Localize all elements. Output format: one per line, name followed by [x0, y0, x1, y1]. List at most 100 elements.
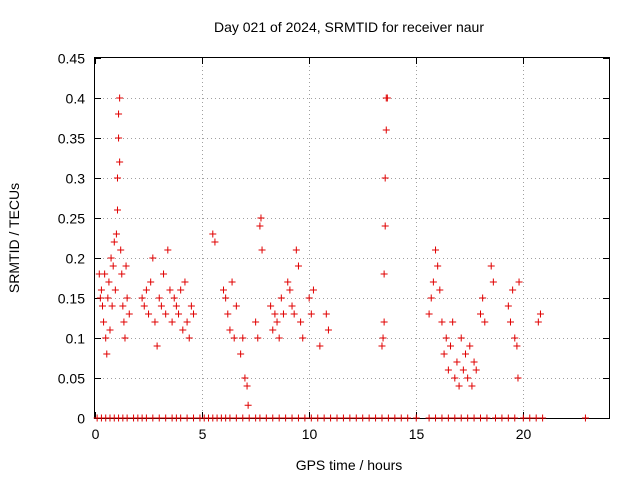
- data-point: [453, 358, 461, 366]
- data-point: [383, 94, 391, 102]
- data-point: [294, 262, 302, 270]
- data-point: [166, 286, 174, 294]
- data-point: [282, 414, 290, 422]
- data-point: [120, 318, 128, 326]
- data-point: [224, 310, 232, 318]
- data-point: [209, 230, 217, 238]
- data-point: [179, 326, 187, 334]
- data-point: [316, 342, 324, 350]
- data-point: [309, 286, 317, 294]
- data-point: [257, 214, 265, 222]
- data-point: [140, 302, 148, 310]
- data-point: [534, 318, 542, 326]
- y-tick-label: 0.25: [58, 211, 85, 227]
- data-point: [183, 318, 191, 326]
- data-point: [187, 302, 195, 310]
- x-tick-label: 5: [199, 426, 207, 442]
- data-point: [513, 342, 521, 350]
- data-point: [506, 318, 514, 326]
- data-point: [110, 238, 118, 246]
- data-point: [230, 334, 238, 342]
- data-point: [245, 414, 253, 422]
- data-point: [391, 414, 399, 422]
- data-point: [273, 318, 281, 326]
- data-point: [466, 342, 474, 350]
- data-point: [288, 414, 296, 422]
- data-point: [438, 318, 446, 326]
- data-point: [149, 414, 157, 422]
- data-point: [299, 334, 307, 342]
- data-point: [440, 350, 448, 358]
- data-point: [457, 334, 465, 342]
- data-point: [271, 310, 279, 318]
- data-point: [172, 302, 180, 310]
- data-point: [442, 334, 450, 342]
- y-tick-label: 0.4: [66, 91, 86, 107]
- data-point: [320, 414, 328, 422]
- data-point: [427, 294, 435, 302]
- data-point: [105, 278, 113, 286]
- data-point: [397, 414, 405, 422]
- data-point: [526, 414, 534, 422]
- y-tick-label: 0.35: [58, 131, 85, 147]
- data-point: [116, 94, 124, 102]
- data-point: [228, 278, 236, 286]
- data-point: [380, 318, 388, 326]
- data-point: [239, 414, 247, 422]
- data-point: [106, 326, 114, 334]
- data-point: [123, 414, 131, 422]
- data-point: [301, 414, 309, 422]
- data-point: [244, 401, 252, 409]
- y-tick-label: 0.1: [66, 331, 86, 347]
- data-point: [256, 222, 264, 230]
- data-point: [121, 334, 129, 342]
- data-point: [532, 414, 540, 422]
- data-point: [381, 174, 389, 182]
- data-point: [352, 414, 360, 422]
- data-point: [275, 414, 283, 422]
- data-point: [498, 414, 506, 422]
- data-point: [275, 334, 283, 342]
- data-point: [464, 414, 472, 422]
- data-point: [378, 414, 386, 422]
- data-point: [333, 414, 341, 422]
- data-point: [509, 286, 517, 294]
- data-point: [459, 366, 467, 374]
- data-point: [232, 302, 240, 310]
- data-point: [157, 302, 165, 310]
- data-point: [477, 414, 484, 422]
- data-point: [436, 286, 444, 294]
- data-point: [113, 174, 121, 182]
- x-tick-label: 20: [516, 426, 532, 442]
- data-point: [434, 262, 442, 270]
- data-point: [472, 366, 480, 374]
- data-point: [258, 246, 266, 254]
- data-point: [324, 326, 332, 334]
- data-point: [125, 310, 133, 318]
- data-point: [372, 414, 380, 422]
- data-points: [93, 94, 589, 422]
- data-point: [536, 310, 544, 318]
- data-point: [462, 350, 470, 358]
- data-point: [254, 334, 262, 342]
- data-point: [145, 310, 153, 318]
- data-point: [470, 358, 478, 366]
- data-point: [307, 310, 315, 318]
- chart-title: Day 021 of 2024, SRMTID for receiver nau…: [214, 19, 484, 35]
- data-point: [153, 342, 161, 350]
- data-point: [116, 158, 124, 166]
- y-tick-label: 0.45: [58, 51, 85, 67]
- data-point: [232, 414, 240, 422]
- data-point: [226, 326, 234, 334]
- data-point: [103, 350, 111, 358]
- data-point: [380, 270, 388, 278]
- data-point: [449, 318, 457, 326]
- data-point: [108, 302, 116, 310]
- data-point: [100, 318, 108, 326]
- data-point: [382, 126, 390, 134]
- data-point: [101, 270, 109, 278]
- data-point: [346, 414, 354, 422]
- y-axis-label: SRMTID / TECUs: [6, 183, 22, 293]
- data-point: [305, 294, 313, 302]
- data-point: [438, 414, 446, 422]
